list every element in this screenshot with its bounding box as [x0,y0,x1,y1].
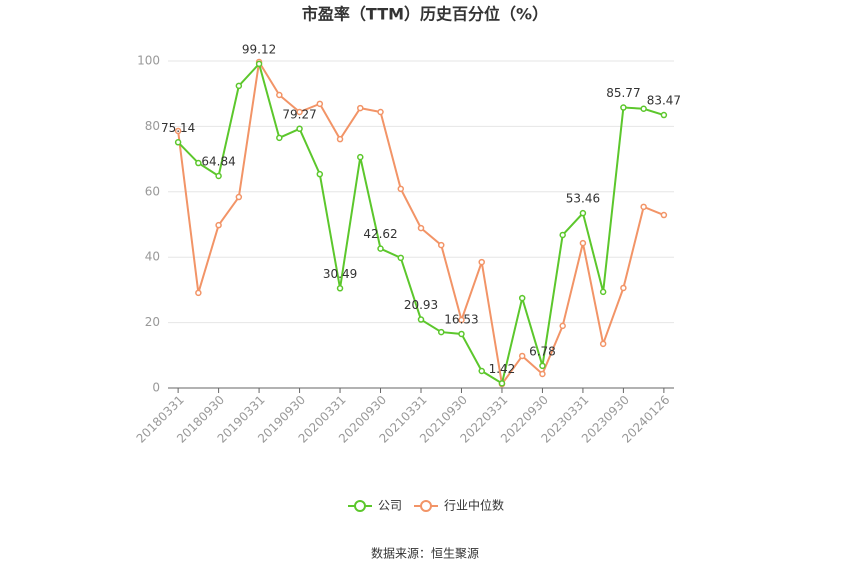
chart-title: 市盈率（TTM）历史百分位（%） [302,5,548,24]
data-point [255,60,263,68]
data-point [660,211,668,219]
y-tick-label: 100 [137,54,160,68]
data-point [539,362,546,370]
data-point [640,105,647,112]
y-tick-label: 80 [145,119,160,133]
data-point [397,254,405,262]
data-point [518,294,526,302]
data-label: 85.77 [606,86,640,100]
legend-label: 公司 [378,499,402,513]
y-tick-label: 0 [152,381,160,395]
y-tick-label: 60 [145,184,160,198]
data-point [316,100,324,108]
data-point [357,153,364,161]
data-point [276,91,283,99]
data-point [599,340,607,348]
legend-marker [420,500,432,512]
data-point [397,185,405,193]
data-point [316,170,324,178]
data-point [336,135,344,143]
data-point [296,108,303,116]
source-note: 数据来源：恒生聚源 [371,546,479,561]
data-point [559,231,566,239]
data-point [235,82,243,90]
data-point [215,172,222,180]
y-tick-label: 40 [145,250,160,264]
data-point [579,239,587,247]
data-point [276,134,283,142]
data-point [174,139,182,146]
legend-marker [354,500,366,512]
data-point [357,104,364,112]
data-point [296,125,303,133]
data-point [478,258,485,266]
data-label: 75.14 [161,121,195,135]
data-point [437,328,445,336]
data-point [599,288,607,296]
data-point [458,316,465,324]
data-point [458,330,465,338]
data-point [660,111,668,119]
data-label: 99.12 [242,42,276,56]
data-point [417,316,425,323]
data-label: 1.42 [489,362,516,376]
data-label: 6.78 [529,344,556,358]
data-label: 79.27 [282,107,316,121]
data-point [478,367,485,375]
data-point [620,284,627,292]
data-point [377,108,384,116]
data-point [417,224,425,232]
data-point [336,285,344,292]
series-line [177,59,665,387]
data-point [620,104,627,111]
data-label: 53.46 [566,192,600,206]
data-point [437,241,445,249]
data-point [195,159,202,167]
data-label: 42.62 [363,227,397,241]
data-point [518,352,526,360]
data-point [215,221,222,229]
y-tick-label: 20 [145,315,160,329]
data-point [195,289,202,297]
legend-label: 行业中位数 [444,498,504,513]
data-label: 83.47 [647,94,681,108]
data-label: 20.93 [404,298,438,312]
data-point [377,245,384,252]
data-point [174,127,182,135]
data-label: 30.49 [323,267,357,281]
data-point [559,322,566,330]
data-point [235,193,243,201]
data-point [579,209,587,217]
data-point [498,380,506,387]
data-point [640,203,647,211]
data-point [539,370,546,378]
data-label: 64.84 [201,154,235,168]
data-label: 16.53 [444,312,478,326]
